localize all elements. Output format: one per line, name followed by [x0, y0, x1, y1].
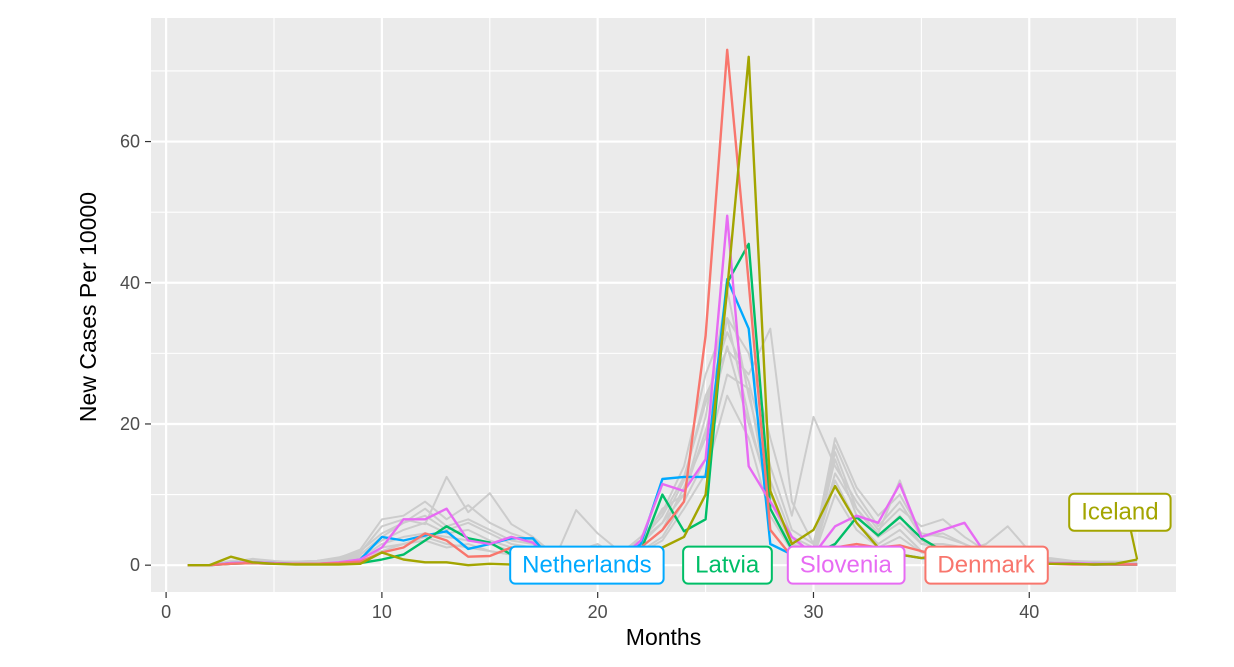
- label-latvia: Latvia: [682, 545, 773, 585]
- label-box: [786, 545, 906, 585]
- label-netherlands: Netherlands: [509, 545, 665, 585]
- y-axis-title: New Cases Per 10000: [75, 192, 101, 422]
- y-tick-label: 0: [130, 555, 140, 575]
- label-box: [1068, 492, 1172, 532]
- label-text: Iceland: [1081, 499, 1158, 526]
- x-tick-label: 0: [161, 602, 171, 622]
- label-denmark: Denmark: [924, 545, 1049, 585]
- plot-panel: [151, 18, 1176, 592]
- x-tick-label: 20: [588, 602, 608, 622]
- label-box: [682, 545, 773, 585]
- label-iceland: Iceland: [1068, 492, 1172, 560]
- y-tick-label: 40: [120, 273, 140, 293]
- label-text: Latvia: [695, 552, 760, 579]
- label-slovenia: Slovenia: [786, 545, 906, 585]
- x-tick-label: 10: [372, 602, 392, 622]
- label-box: [509, 545, 665, 585]
- country-labels: Netherlands Latvia Slovenia Denmark Iceland: [509, 492, 1172, 585]
- x-axis: 0 10 20 30 40: [161, 592, 1039, 622]
- x-tick-label: 40: [1019, 602, 1039, 622]
- y-axis: 0 20 40 60: [120, 132, 151, 575]
- label-box: [924, 545, 1049, 585]
- y-tick-label: 20: [120, 414, 140, 434]
- x-tick-label: 30: [803, 602, 823, 622]
- x-axis-title: Months: [626, 624, 701, 650]
- label-text: Denmark: [937, 552, 1035, 579]
- label-text: Slovenia: [800, 552, 893, 579]
- series-line-slovenia: [187, 214, 1138, 567]
- label-leader-line: [1128, 525, 1139, 560]
- y-tick-label: 60: [120, 132, 140, 152]
- label-text: Netherlands: [522, 552, 651, 579]
